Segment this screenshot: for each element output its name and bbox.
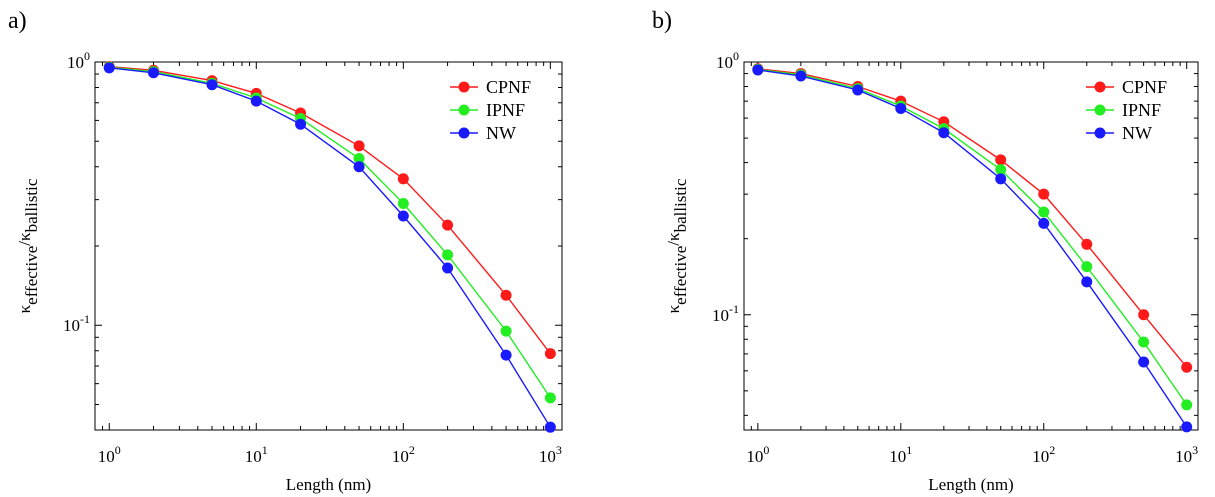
legend-label: NW (1122, 123, 1152, 143)
y-axis-label: κeffective/κballistic (15, 178, 41, 313)
chart-panel-2: b) 100 101 102 103 100 10-1 Length (nm) κeffecti… (652, 8, 1199, 494)
series-line-cpnf (109, 65, 551, 355)
legend-label: CPNF (486, 77, 531, 97)
plot-frame (743, 61, 1199, 431)
data-point-nw (752, 64, 764, 76)
series-line-cpnf (757, 68, 1188, 368)
data-point-cpnf (442, 219, 454, 231)
x-tick-label: 102 (1032, 443, 1055, 466)
series-line-nw (109, 67, 551, 428)
data-point-nw (148, 67, 160, 79)
x-tick-label: 100 (746, 443, 769, 466)
data-point-nw (500, 349, 512, 361)
legend-marker (458, 127, 470, 139)
data-point-nw (1181, 421, 1193, 433)
data-point-nw (442, 262, 454, 274)
data-point-nw (295, 118, 307, 130)
legend-label: IPNF (486, 100, 525, 120)
legend-marker (458, 104, 470, 116)
data-point-nw (1081, 276, 1093, 288)
series-line-ipnf (757, 68, 1188, 406)
legend-marker (458, 81, 470, 93)
data-point-nw (250, 95, 262, 107)
data-point-cpnf (1081, 238, 1093, 250)
legend-marker (1094, 127, 1106, 139)
legend-label: NW (486, 123, 516, 143)
series-line-nw (757, 69, 1188, 428)
x-axis-label: Length (nm) (928, 475, 1013, 494)
x-tick-label: 101 (245, 443, 268, 466)
data-point-ipnf (442, 249, 454, 261)
data-point-ipnf (1138, 336, 1150, 348)
data-point-ipnf (397, 198, 409, 210)
x-tick-label: 100 (98, 443, 121, 466)
data-point-nw (544, 421, 556, 433)
legend-label: CPNF (1122, 77, 1167, 97)
data-point-cpnf (353, 140, 365, 152)
data-point-nw (1038, 217, 1050, 229)
data-point-cpnf (397, 173, 409, 185)
y-tick-label: 10-1 (712, 302, 739, 325)
data-point-cpnf (1138, 309, 1150, 321)
data-point-ipnf (544, 392, 556, 404)
data-point-nw (103, 62, 115, 74)
data-point-ipnf (1181, 399, 1193, 411)
data-point-cpnf (544, 348, 556, 360)
x-tick-label: 103 (1175, 443, 1198, 466)
data-point-cpnf (1181, 361, 1193, 373)
chart-panel-1: a) 100 101 102 103 100 10-1 Length (nm) κeffecti… (8, 8, 563, 494)
data-point-ipnf (1038, 206, 1050, 218)
y-tick-label: 100 (716, 49, 739, 72)
data-point-nw (852, 84, 864, 96)
panel-label: b) (652, 8, 672, 34)
data-point-nw (895, 102, 907, 114)
data-point-nw (206, 79, 218, 91)
data-point-nw (353, 161, 365, 173)
x-tick-label: 103 (539, 443, 562, 466)
y-tick-label: 100 (67, 49, 90, 72)
y-tick-label: 10-1 (63, 312, 90, 335)
legend-marker (1094, 104, 1106, 116)
series-line-ipnf (109, 66, 551, 399)
x-axis-label: Length (nm) (286, 475, 371, 494)
data-point-nw (995, 173, 1007, 185)
x-tick-label: 101 (889, 443, 912, 466)
data-point-ipnf (500, 325, 512, 337)
data-point-ipnf (1081, 261, 1093, 273)
y-axis-label: κeffective/κballistic (664, 178, 690, 313)
data-point-cpnf (500, 289, 512, 301)
data-point-ipnf (353, 152, 365, 164)
data-point-nw (397, 210, 409, 222)
data-point-ipnf (995, 164, 1007, 176)
data-point-nw (795, 70, 807, 82)
legend-label: IPNF (1122, 100, 1161, 120)
legend-marker (1094, 81, 1106, 93)
data-point-nw (1138, 356, 1150, 368)
data-point-cpnf (995, 154, 1007, 166)
panel-label: a) (8, 8, 27, 34)
x-tick-label: 102 (392, 443, 415, 466)
data-point-cpnf (1038, 188, 1050, 200)
data-point-nw (938, 127, 950, 139)
